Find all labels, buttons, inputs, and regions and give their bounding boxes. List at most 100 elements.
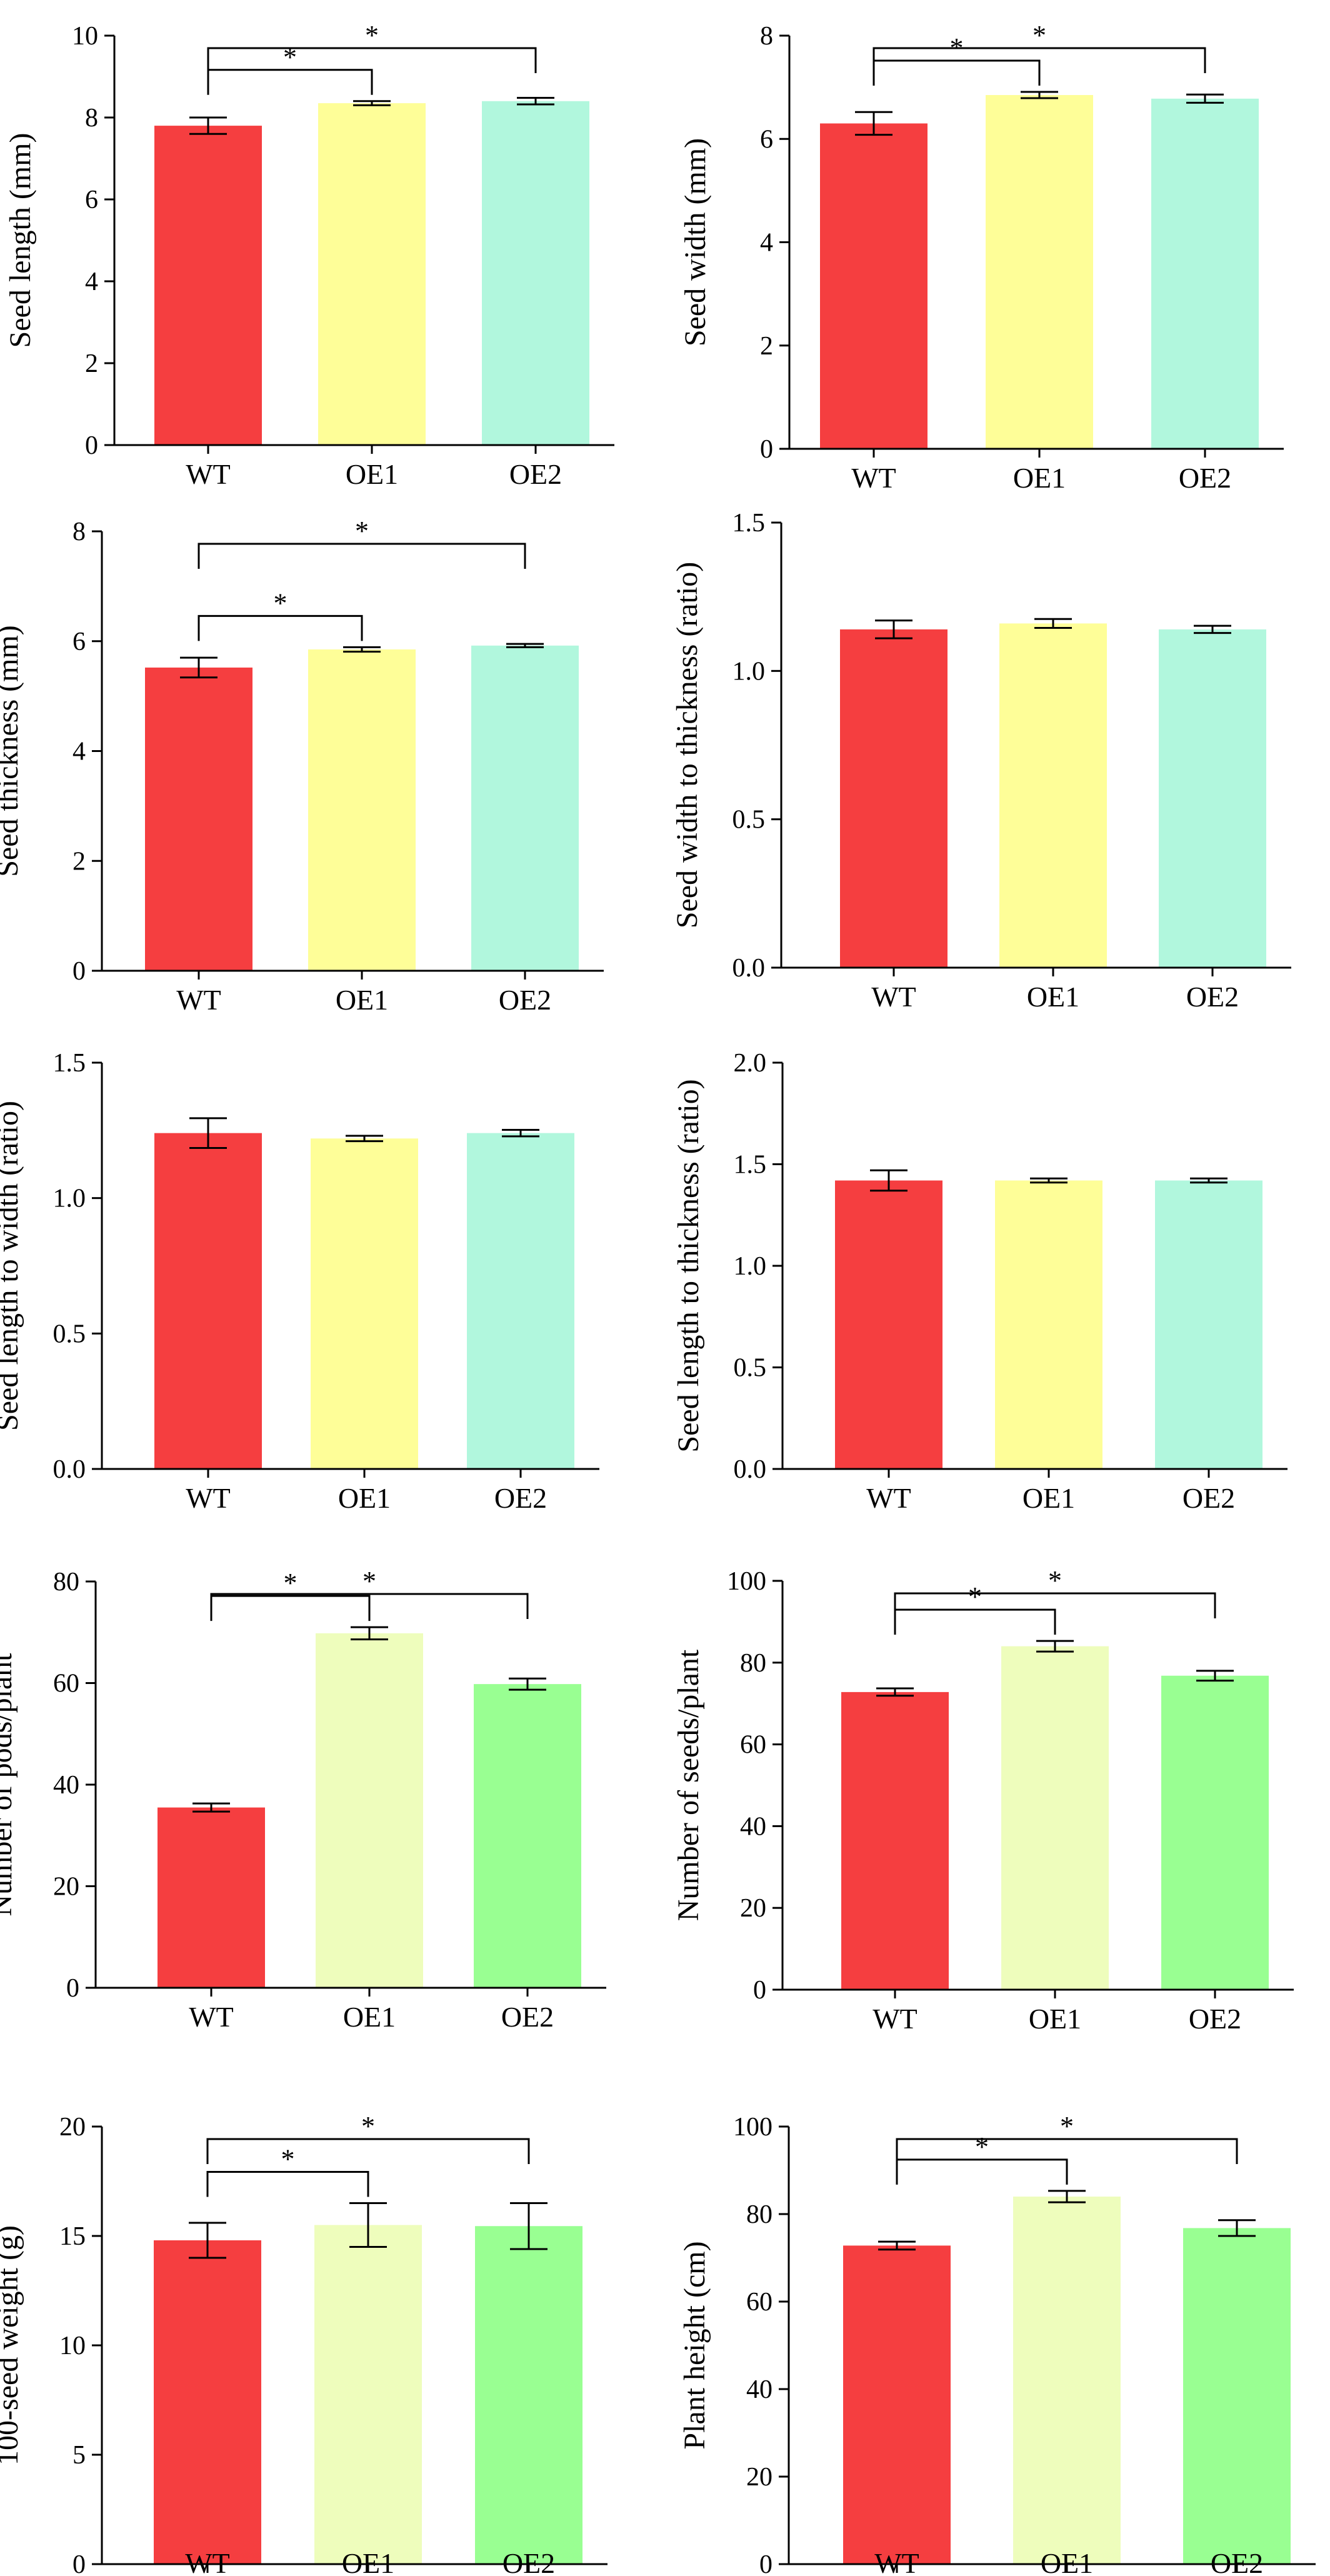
y-tick-label: 0.0: [53, 1455, 86, 1484]
chart-panel-seed-length: 0 2 4 6 8 10 WT OE1 OE2 Seed length (mm) * *: [4, 20, 614, 490]
y-tick-label: 0.5: [734, 1354, 767, 1383]
bar-OE1: [316, 1633, 423, 1988]
chart-panel-hundred-seed-weight: 0 5 10 15 20 WT OE1 OE2 100-seed weight (g) * *: [0, 2111, 608, 2576]
y-tick-label: 80: [740, 1649, 766, 1678]
significance-bracket: [894, 1592, 1216, 1618]
error-bar-OE2: [517, 97, 554, 106]
x-tick-label-OE1: OE1: [342, 2547, 394, 2576]
significance-bracket: [894, 1608, 1056, 1635]
y-tick-label: 15: [59, 2222, 86, 2251]
x-tick-label-WT: WT: [871, 981, 916, 1013]
significance-bracket: [207, 47, 537, 73]
y-tick-label: 0.0: [732, 954, 766, 983]
error-bar-OE1: [351, 1626, 388, 1641]
y-tick-label: 80: [53, 1568, 79, 1596]
y-tick-label: 1.5: [53, 1049, 86, 1078]
error-bar-OE2: [502, 1128, 539, 1138]
significance-star: *: [284, 1568, 298, 1598]
y-tick-label: 0.5: [732, 806, 766, 834]
bar-WT: [835, 1180, 942, 1469]
x-tick-label-OE1: OE1: [338, 1482, 391, 1514]
chart-panel-seeds-per-plant: 0 20 40 60 80 100 WT OE1 OE2 Number of seeds/plan…: [672, 1565, 1294, 2035]
x-tick-label-WT: WT: [872, 2003, 918, 2035]
bar-WT: [840, 629, 948, 968]
significance-star: *: [1048, 1565, 1062, 1596]
significance-star: *: [281, 2144, 295, 2175]
x-tick-label-OE1: OE1: [1027, 981, 1079, 1013]
x-tick-label-OE1: OE1: [336, 984, 388, 1016]
error-bar-WT: [189, 116, 227, 135]
bar-WT: [154, 2240, 261, 2564]
y-axis-title: Seed width (mm): [679, 138, 712, 346]
x-tick-label-WT: WT: [866, 1482, 911, 1514]
bar-OE1: [311, 1138, 418, 1469]
significance-star: *: [365, 20, 379, 51]
significance-star: *: [283, 42, 297, 73]
x-tick-label-OE1: OE1: [343, 2001, 396, 2033]
y-tick-label: 6: [85, 186, 98, 214]
x-tick-label-OE1: OE1: [1041, 2547, 1093, 2576]
error-bar-OE2: [510, 2202, 548, 2250]
y-tick-label: 20: [53, 1873, 79, 1902]
x-tick-label-OE2: OE2: [494, 1482, 547, 1514]
x-tick-label-OE1: OE1: [1029, 2003, 1081, 2035]
x-tick-label-OE1: OE1: [1013, 462, 1066, 494]
chart-panel-seed-thickness: 0 2 4 6 8 WT OE1 OE2 Seed thickness (mm) * *: [0, 516, 604, 1016]
significance-star: *: [355, 516, 369, 546]
bar-OE2: [475, 2226, 582, 2564]
significance-bracket: [896, 2158, 1068, 2185]
y-tick-label: 20: [746, 2463, 772, 2492]
y-tick-label: 40: [53, 1771, 79, 1800]
error-bar-WT: [878, 2240, 916, 2251]
error-bar-OE1: [1036, 1640, 1074, 1653]
error-bar-OE2: [1218, 2219, 1256, 2237]
bar-WT: [154, 126, 262, 445]
y-tick-label: 40: [746, 2375, 772, 2404]
y-tick-label: 6: [760, 125, 773, 154]
y-tick-label: 4: [72, 738, 86, 766]
significance-star: *: [1032, 20, 1046, 51]
significance-star: *: [968, 1581, 982, 1612]
error-bar-WT: [876, 1687, 914, 1697]
bar-OE2: [471, 645, 579, 971]
y-tick-label: 1.0: [732, 657, 766, 686]
bar-OE2: [1155, 1180, 1262, 1469]
y-axis-title: 100-seed weight (g): [0, 2225, 24, 2465]
bar-OE1: [308, 649, 416, 971]
x-tick-label-OE1: OE1: [346, 458, 398, 490]
significance-bracket: [896, 2138, 1238, 2164]
significance-bracket: [210, 1595, 371, 1621]
x-tick-label-OE2: OE2: [501, 2001, 554, 2033]
y-tick-label: 2: [760, 332, 773, 361]
bar-OE2: [1159, 629, 1266, 968]
y-tick-label: 5: [72, 2441, 86, 2470]
y-tick-label: 100: [727, 1567, 766, 1596]
y-tick-label: 6: [72, 628, 86, 656]
y-tick-label: 0: [85, 431, 98, 460]
y-tick-label: 4: [760, 229, 773, 258]
x-tick-label-OE2: OE2: [1179, 462, 1231, 494]
y-tick-label: 1.0: [734, 1252, 767, 1281]
y-tick-label: 20: [59, 2113, 86, 2142]
x-tick-label-WT: WT: [851, 462, 896, 494]
error-bar-OE1: [1030, 1177, 1068, 1184]
y-tick-label: 1.5: [732, 509, 766, 538]
y-tick-label: 2.0: [734, 1049, 767, 1078]
bar-WT: [154, 1133, 262, 1469]
bar-WT: [843, 2245, 951, 2564]
x-tick-label-OE2: OE2: [499, 984, 551, 1016]
significance-star: *: [975, 2132, 989, 2162]
error-bar-WT: [189, 1117, 227, 1149]
x-tick-label-WT: WT: [186, 1482, 231, 1514]
chart-panel-length-to-width: 0.0 0.5 1.0 1.5 WT OE1 OE2 Seed length to width…: [0, 1049, 599, 1514]
x-tick-label-OE2: OE2: [509, 458, 562, 490]
error-bar-WT: [870, 1169, 908, 1192]
y-tick-label: 2: [72, 847, 86, 876]
bar-OE1: [1001, 1646, 1109, 1990]
error-bar-WT: [192, 1802, 230, 1813]
y-tick-label: 40: [740, 1812, 766, 1841]
bar-OE1: [1013, 2197, 1121, 2564]
x-tick-label-OE2: OE2: [1186, 981, 1239, 1013]
significance-bracket: [206, 2138, 530, 2164]
